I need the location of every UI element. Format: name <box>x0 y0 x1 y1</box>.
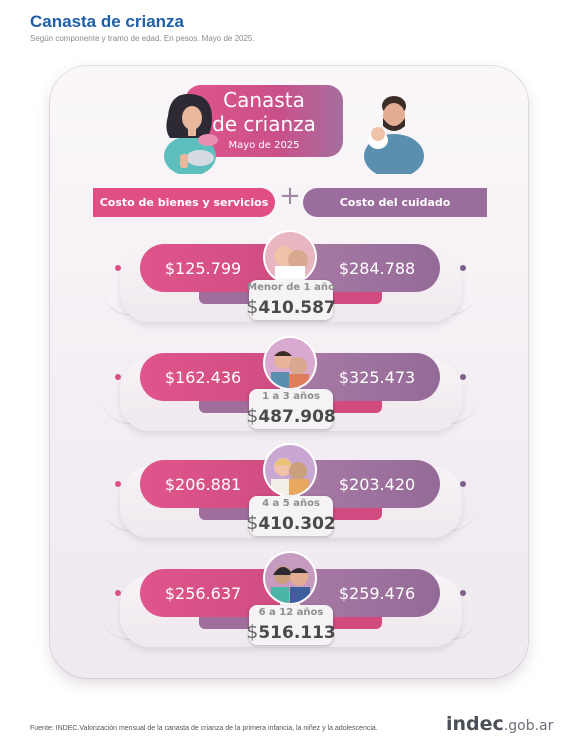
age-label: Menor de 1 año <box>247 282 335 293</box>
preschool-illustration <box>265 445 315 495</box>
hero-title-line2: de crianza <box>212 112 316 136</box>
row-dot-left <box>115 265 121 271</box>
care-cost-label: Costo del cuidado <box>303 188 487 217</box>
page-subtitle: Según componente y tramo de edad. En pes… <box>30 34 255 43</box>
currency-sign: $ <box>246 296 259 318</box>
currency-sign: $ <box>246 512 259 534</box>
age-total: $516.113 <box>240 621 342 643</box>
age-label: 6 a 12 años <box>258 607 324 618</box>
brand-suffix: .gob.ar <box>503 718 554 734</box>
total-amount: 487.908 <box>258 407 336 427</box>
age-total: $487.908 <box>240 405 342 427</box>
total-amount: 516.113 <box>258 623 336 643</box>
total-amount: 410.587 <box>258 298 336 318</box>
brand-main: indec <box>446 713 504 735</box>
row-dot-right <box>460 374 466 380</box>
row-dot-right <box>460 265 466 271</box>
age-total: $410.302 <box>240 512 342 534</box>
age-label: 1 a 3 años <box>262 391 320 402</box>
mother-illustration <box>164 93 218 174</box>
row-dot-right <box>460 590 466 596</box>
hero-date: Mayo de 2025 <box>228 140 300 151</box>
currency-sign: $ <box>246 405 259 427</box>
goods-services-label: Costo de bienes y servicios <box>93 188 275 217</box>
school-age-illustration <box>265 553 315 603</box>
hero-title: Canasta de crianza <box>185 88 343 136</box>
row-dot-left <box>115 590 121 596</box>
plus-icon: + <box>279 181 301 211</box>
age-total: $410.587 <box>240 296 342 318</box>
currency-sign: $ <box>246 621 259 643</box>
page-title: Canasta de crianza <box>30 12 185 31</box>
age-total-box <box>249 605 333 645</box>
toddler-illustration <box>265 338 315 388</box>
infant-illustration <box>265 232 315 282</box>
father-illustration <box>364 96 424 174</box>
row-dot-left <box>115 374 121 380</box>
age-total-box <box>249 280 333 320</box>
row-dot-left <box>115 481 121 487</box>
age-label: 4 a 5 años <box>262 498 320 509</box>
total-amount: 410.302 <box>258 514 336 534</box>
indec-logo[interactable]: indec.gob.ar <box>446 713 553 735</box>
age-total-box <box>249 389 333 429</box>
source-note: Fuente: INDEC.Valorización mensual de la… <box>30 725 378 732</box>
age-total-box <box>249 496 333 536</box>
row-dot-right <box>460 481 466 487</box>
hero-title-line1: Canasta <box>223 88 305 112</box>
